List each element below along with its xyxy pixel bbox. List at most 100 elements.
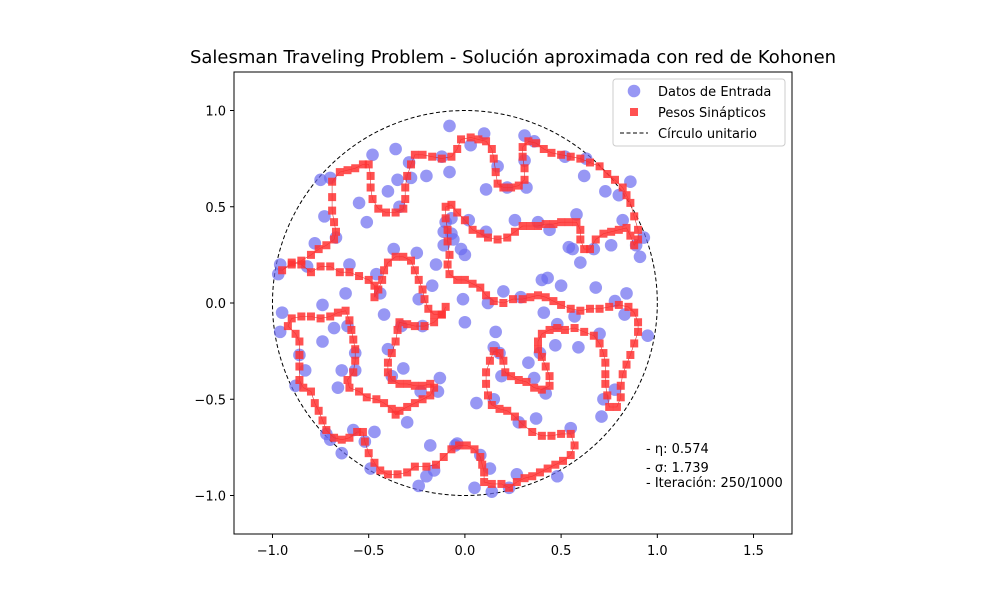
- weight-square: [306, 312, 315, 321]
- input-point: [641, 329, 654, 343]
- weight-square: [634, 327, 643, 336]
- weight-square: [559, 456, 568, 465]
- weight-square: [520, 474, 529, 483]
- weight-square: [407, 160, 416, 169]
- weight-square: [437, 154, 446, 163]
- weight-square: [297, 312, 306, 321]
- weight-square: [532, 139, 541, 148]
- weight-square: [512, 478, 521, 487]
- weight-square: [393, 470, 402, 479]
- weight-square: [507, 183, 516, 192]
- weight-square: [501, 368, 510, 377]
- input-point: [633, 250, 647, 264]
- weight-square: [557, 300, 566, 309]
- weight-square: [295, 376, 304, 384]
- weight-square: [383, 368, 392, 377]
- weight-square: [487, 479, 496, 488]
- weight-square: [537, 431, 546, 440]
- weight-square: [476, 283, 485, 292]
- y-tick-label: −1.0: [194, 490, 226, 505]
- weight-square: [410, 150, 419, 159]
- annotation-line: - η: 0.574: [646, 442, 709, 457]
- annotation-line: - σ: 1.739: [646, 461, 709, 476]
- weight-square: [622, 360, 631, 369]
- weight-square: [370, 293, 379, 302]
- input-point: [554, 279, 568, 292]
- weight-square: [295, 337, 304, 346]
- weight-square: [418, 395, 427, 404]
- weight-square: [453, 208, 462, 217]
- weight-square: [612, 402, 621, 411]
- input-point: [464, 138, 477, 152]
- weight-square: [414, 275, 423, 284]
- legend: Datos de Entrada Pesos Sinápticos Círculo …: [612, 78, 786, 147]
- weight-square: [528, 472, 537, 481]
- weight-square: [576, 235, 585, 244]
- weight-square: [345, 383, 354, 392]
- input-point: [423, 439, 437, 452]
- weight-square: [601, 370, 610, 379]
- unit-circle: [271, 110, 658, 496]
- weight-square: [545, 372, 554, 381]
- weight-square: [283, 322, 292, 331]
- weight-square: [482, 368, 491, 377]
- chart-title: Salesman Traveling Problem - Solución ap…: [190, 47, 836, 68]
- weight-square: [351, 164, 360, 173]
- weight-square: [489, 297, 498, 306]
- input-point: [604, 238, 618, 252]
- weight-square: [364, 449, 373, 458]
- legend-marker-square: [630, 108, 638, 116]
- weight-square: [557, 218, 566, 227]
- weight-square: [335, 168, 344, 177]
- input-point: [316, 335, 329, 348]
- input-point: [470, 396, 483, 410]
- input-point: [529, 412, 543, 425]
- input-point: [527, 371, 541, 385]
- weight-square: [534, 222, 543, 230]
- weight-square: [493, 235, 502, 244]
- input-point: [352, 196, 366, 210]
- weight-square: [603, 391, 612, 400]
- weight-square: [326, 262, 335, 271]
- legend-label: Círculo unitario: [658, 127, 757, 142]
- input-point: [620, 287, 633, 300]
- weight-square: [331, 227, 340, 236]
- input-point: [566, 242, 579, 256]
- weight-square: [287, 314, 296, 323]
- weight-square: [403, 320, 412, 329]
- input-point: [335, 364, 349, 377]
- weight-square: [557, 150, 566, 159]
- weight-square: [430, 318, 439, 327]
- weight-square: [457, 135, 466, 144]
- weight-square: [426, 391, 435, 400]
- weight-square: [570, 324, 579, 333]
- weight-square: [487, 401, 496, 410]
- weight-square: [382, 208, 391, 217]
- weight-square: [503, 406, 512, 415]
- weight-square: [541, 293, 550, 302]
- weight-square: [368, 195, 377, 204]
- input-point: [510, 468, 524, 481]
- weight-square: [514, 181, 523, 190]
- weight-square: [601, 379, 610, 388]
- x-tick-label: −0.5: [353, 544, 385, 559]
- input-point: [339, 287, 352, 300]
- weight-square: [603, 170, 612, 179]
- input-point: [420, 169, 433, 183]
- weight-square: [430, 310, 439, 319]
- legend-label: Datos de Entrada: [658, 85, 771, 100]
- annotation-line: - Iteración: 250/1000: [646, 476, 783, 491]
- weight-square: [403, 468, 412, 477]
- input-point: [522, 356, 535, 369]
- weight-square: [353, 427, 362, 436]
- weight-square: [630, 212, 639, 221]
- weight-square: [518, 420, 527, 429]
- weight-square: [391, 337, 400, 346]
- weight-square: [343, 166, 352, 175]
- weight-square: [387, 404, 396, 413]
- weight-square: [622, 223, 631, 232]
- weight-square: [351, 345, 360, 354]
- input-point: [318, 210, 331, 223]
- weight-square: [585, 158, 594, 167]
- weight-square: [528, 427, 537, 436]
